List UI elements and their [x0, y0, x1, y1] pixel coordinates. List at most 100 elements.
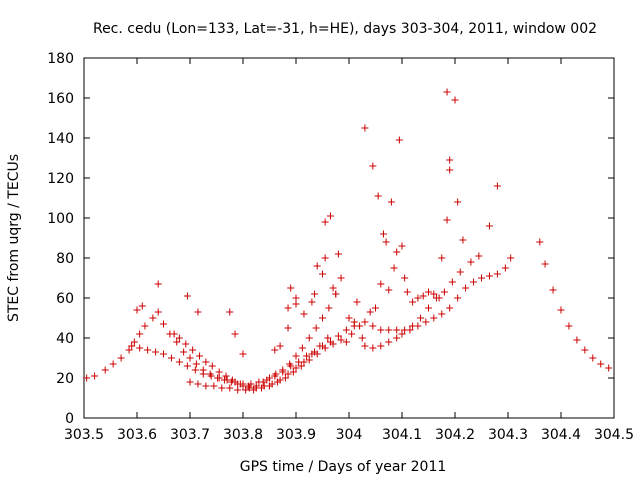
- data-point: [440, 288, 448, 296]
- data-point: [557, 306, 565, 314]
- data-point: [175, 334, 183, 342]
- data-point: [334, 332, 342, 340]
- data-point: [425, 304, 432, 312]
- data-point: [133, 306, 141, 314]
- data-point: [300, 358, 308, 366]
- data-point: [337, 336, 345, 344]
- data-point: [236, 380, 244, 388]
- data-point: [186, 354, 194, 362]
- data-point: [194, 380, 202, 388]
- x-tick-label: 303.5: [64, 427, 104, 443]
- x-tick-label: 303.8: [223, 427, 263, 443]
- data-point: [382, 238, 390, 246]
- data-point: [183, 362, 191, 370]
- data-point: [292, 294, 300, 302]
- data-point: [222, 372, 230, 380]
- data-point: [276, 342, 284, 350]
- data-point: [183, 292, 191, 300]
- x-tick-labels: 303.5 303.6 303.7 303.8 303.9 304 304.1 304.2 30…: [64, 427, 634, 443]
- data-point: [273, 378, 281, 386]
- data-point: [191, 366, 199, 374]
- data-point: [202, 382, 210, 390]
- data-point: [507, 254, 515, 262]
- data-point: [414, 294, 422, 302]
- data-point: [208, 362, 216, 370]
- data-point: [478, 274, 485, 282]
- data-point: [393, 248, 401, 256]
- data-point: [305, 334, 313, 342]
- data-point: [438, 254, 446, 262]
- y-tick-labels: 0 20 40 60 80 100 120 140 160 180: [47, 51, 74, 427]
- data-point: [303, 352, 311, 360]
- data-point: [361, 342, 369, 350]
- data-point: [334, 250, 342, 258]
- data-point: [475, 252, 483, 260]
- data-point: [141, 322, 149, 330]
- data-point: [348, 330, 356, 338]
- data-point: [136, 344, 144, 352]
- data-point: [149, 314, 157, 322]
- data-point: [581, 346, 589, 354]
- data-point: [292, 364, 300, 372]
- data-point: [332, 290, 340, 298]
- data-point: [207, 372, 215, 380]
- data-point: [316, 342, 324, 350]
- data-point: [430, 290, 438, 298]
- data-point: [321, 218, 329, 226]
- data-point: [597, 360, 605, 368]
- data-point: [342, 338, 350, 346]
- data-point: [401, 326, 409, 334]
- data-point: [377, 326, 385, 334]
- data-point: [462, 284, 470, 292]
- y-tick-label: 140: [47, 131, 74, 147]
- data-point: [242, 386, 250, 394]
- data-point: [398, 330, 406, 338]
- x-tick-label: 303.9: [276, 427, 316, 443]
- data-point: [541, 260, 549, 268]
- y-tick-label: 160: [47, 91, 74, 107]
- y-tick-label: 40: [56, 331, 74, 347]
- data-point: [372, 304, 379, 312]
- data-point: [419, 292, 427, 300]
- data-point: [422, 318, 430, 326]
- data-point: [401, 274, 409, 282]
- data-points: [83, 88, 613, 394]
- data-point: [366, 308, 374, 316]
- data-point: [459, 236, 467, 244]
- data-point: [289, 368, 297, 376]
- data-point: [438, 310, 446, 318]
- data-point: [91, 372, 99, 380]
- data-point: [167, 354, 175, 362]
- data-point: [377, 342, 385, 350]
- data-point: [244, 382, 252, 390]
- data-point: [393, 334, 401, 342]
- y-tick-label: 120: [47, 171, 74, 187]
- data-point: [263, 376, 271, 384]
- data-point: [321, 254, 329, 262]
- data-point: [258, 384, 266, 392]
- data-point: [182, 340, 190, 348]
- data-point: [228, 376, 236, 384]
- data-point: [231, 330, 239, 338]
- data-point: [385, 338, 393, 346]
- data-point: [456, 268, 464, 276]
- x-tick-label: 304.5: [594, 427, 634, 443]
- data-point: [448, 278, 456, 286]
- data-point: [443, 216, 451, 224]
- data-point: [196, 352, 204, 360]
- data-point: [374, 192, 382, 200]
- x-tick-label: 304.2: [435, 427, 475, 443]
- data-point: [467, 258, 475, 266]
- data-point: [573, 336, 581, 344]
- data-point: [199, 370, 207, 378]
- data-point: [189, 346, 197, 354]
- data-point: [210, 382, 218, 390]
- y-tick-label: 100: [47, 211, 74, 227]
- data-point: [175, 358, 183, 366]
- data-point: [152, 348, 160, 356]
- data-point: [329, 284, 337, 292]
- data-point: [226, 384, 234, 392]
- data-point: [266, 382, 273, 390]
- data-point: [390, 264, 398, 272]
- data-point: [313, 262, 321, 270]
